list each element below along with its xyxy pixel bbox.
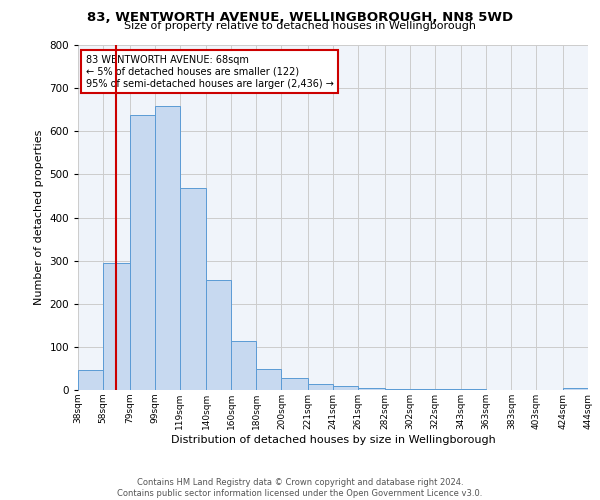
Bar: [333, 386, 358, 390]
Bar: [180, 188, 206, 390]
Bar: [308, 384, 333, 390]
Bar: [130, 115, 155, 390]
Bar: [78, 370, 103, 390]
Bar: [281, 378, 308, 390]
Bar: [563, 388, 588, 390]
Bar: [435, 388, 461, 390]
Bar: [256, 370, 281, 390]
Text: 83 WENTWORTH AVENUE: 68sqm
← 5% of detached houses are smaller (122)
95% of semi: 83 WENTWORTH AVENUE: 68sqm ← 5% of detac…: [86, 56, 334, 88]
Bar: [385, 388, 410, 390]
Text: Size of property relative to detached houses in Wellingborough: Size of property relative to detached ho…: [124, 21, 476, 31]
Bar: [461, 389, 486, 390]
Bar: [358, 388, 385, 390]
Bar: [410, 389, 435, 390]
Bar: [231, 341, 256, 390]
Text: 83, WENTWORTH AVENUE, WELLINGBOROUGH, NN8 5WD: 83, WENTWORTH AVENUE, WELLINGBOROUGH, NN…: [87, 11, 513, 24]
X-axis label: Distribution of detached houses by size in Wellingborough: Distribution of detached houses by size …: [170, 434, 496, 444]
Text: Contains HM Land Registry data © Crown copyright and database right 2024.
Contai: Contains HM Land Registry data © Crown c…: [118, 478, 482, 498]
Bar: [155, 106, 180, 390]
Bar: [206, 280, 231, 390]
Y-axis label: Number of detached properties: Number of detached properties: [34, 130, 44, 305]
Bar: [103, 263, 130, 390]
